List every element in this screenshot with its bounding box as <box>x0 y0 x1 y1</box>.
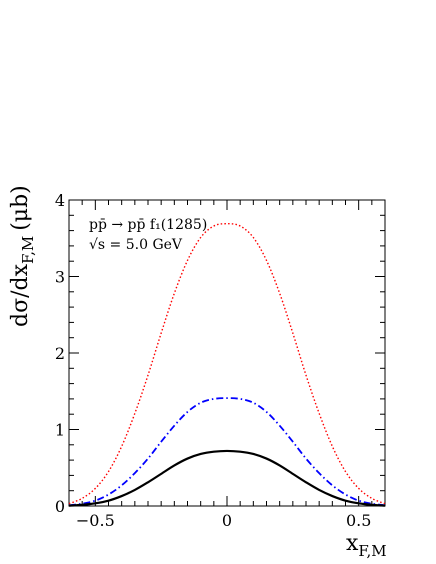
y-tick-label: 3 <box>55 268 65 287</box>
series-line-dotted <box>68 223 386 505</box>
y-tick-label: 1 <box>55 421 65 440</box>
y-tick-label: 2 <box>55 344 65 363</box>
y-axis-ticks: 0 1 2 3 4 <box>55 191 385 516</box>
x-tick-label: 0.5 <box>346 511 371 530</box>
y-tick-label: 0 <box>55 497 65 516</box>
y-axis-title: dσ/dxF,M (μb) <box>8 185 37 327</box>
reaction-annotation: pp̄ → pp̄ f₁(1285) <box>89 217 207 233</box>
x-axis-title: xF,M <box>346 531 387 560</box>
y-axis-title-sub: F,M <box>19 236 37 264</box>
series-layer <box>68 223 386 507</box>
series-line-solid <box>68 449 386 507</box>
x-axis-ticks: −0.5 0 0.5 <box>68 200 386 530</box>
x-tick-label: −0.5 <box>76 511 115 530</box>
series-line-dashdot <box>68 397 386 507</box>
y-tick-label: 4 <box>55 191 65 210</box>
energy-annotation: √s = 5.0 GeV <box>89 237 183 253</box>
x-axis-title-main: x <box>346 531 359 556</box>
y-axis-title-unit: (μb) <box>8 185 33 231</box>
y-axis-title-main: dσ/dx <box>8 263 33 327</box>
x-tick-label: 0 <box>222 511 232 530</box>
x-axis-title-sub: F,M <box>358 542 386 560</box>
